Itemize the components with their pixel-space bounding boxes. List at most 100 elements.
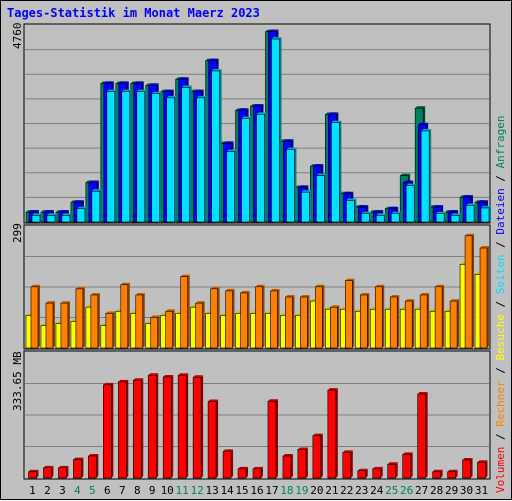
legend-entry-anfragen: Anfragen bbox=[494, 115, 507, 168]
bar-rechner-day-22 bbox=[345, 278, 355, 349]
x-tick-label: 18 bbox=[280, 484, 293, 497]
bar-seiten-day-31 bbox=[480, 205, 492, 223]
bar-rechner-day-3 bbox=[60, 301, 70, 349]
bar-seiten-day-22 bbox=[346, 198, 357, 223]
legend: Volumen / Rechner / Besuche / Seiten / D… bbox=[494, 115, 507, 493]
bar-rechner-day-7 bbox=[120, 282, 130, 349]
legend-separator: / bbox=[494, 427, 507, 447]
bar-seiten-day-29 bbox=[450, 213, 462, 223]
bar-volumen-day-12 bbox=[192, 375, 204, 479]
bar-rechner-day-1 bbox=[30, 284, 40, 349]
x-tick-label: 25 bbox=[385, 484, 398, 497]
bar-volumen-day-25 bbox=[387, 462, 398, 479]
panel-bottom-ymax-label: 333.65 MB bbox=[11, 351, 24, 411]
bar-volumen-day-1 bbox=[28, 469, 39, 479]
bar-rechner-day-25 bbox=[389, 294, 400, 349]
legend-separator: / bbox=[494, 235, 507, 255]
bar-seiten-day-1 bbox=[31, 213, 42, 223]
legend-separator: / bbox=[494, 168, 507, 188]
legend-entry-volumen: Volumen bbox=[494, 447, 507, 493]
x-tick-label: 30 bbox=[460, 484, 473, 497]
x-tick-label: 11 bbox=[176, 484, 189, 497]
panel-top-ymax-label: 4760 bbox=[11, 23, 24, 50]
bar-volumen-day-20 bbox=[312, 433, 323, 479]
bar-seiten-day-23 bbox=[360, 211, 372, 223]
bar-rechner-day-18 bbox=[285, 294, 295, 349]
x-tick-label: 13 bbox=[205, 484, 218, 497]
x-tick-label: 14 bbox=[220, 484, 234, 497]
bar-rechner-day-4 bbox=[75, 286, 85, 349]
x-tick-label: 21 bbox=[325, 484, 338, 497]
bar-volumen-day-31 bbox=[477, 460, 488, 479]
bar-rechner-day-2 bbox=[45, 301, 55, 349]
bar-seiten-day-21 bbox=[331, 120, 342, 223]
legend-entry-seiten: Seiten bbox=[494, 255, 507, 295]
x-tick-label: 3 bbox=[59, 484, 66, 497]
legend-entry-dateien: Dateien bbox=[494, 188, 507, 234]
bar-volumen-day-23 bbox=[357, 468, 368, 479]
bar-volumen-day-5 bbox=[88, 454, 99, 479]
bar-volumen-day-9 bbox=[147, 373, 159, 479]
bar-rechner-day-27 bbox=[419, 292, 430, 349]
bar-seiten-day-27 bbox=[420, 128, 432, 223]
bar-seiten-day-3 bbox=[61, 213, 72, 223]
bar-volumen-day-14 bbox=[222, 449, 234, 479]
bar-volumen-day-30 bbox=[462, 457, 473, 479]
bar-rechner-day-30 bbox=[464, 233, 475, 349]
legend-entry-besuche: Besuche bbox=[494, 314, 507, 360]
bar-rechner-day-21 bbox=[330, 305, 340, 349]
bar-volumen-day-19 bbox=[297, 447, 308, 479]
bar-volumen-day-18 bbox=[282, 454, 293, 479]
bar-rechner-day-24 bbox=[374, 284, 385, 349]
bar-volumen-day-28 bbox=[432, 469, 443, 479]
bar-volumen-day-27 bbox=[417, 392, 428, 479]
x-tick-label: 10 bbox=[161, 484, 174, 497]
x-tick-label: 9 bbox=[149, 484, 156, 497]
x-tick-label: 7 bbox=[119, 484, 126, 497]
bar-seiten-day-28 bbox=[435, 211, 447, 223]
bar-seiten-day-7 bbox=[121, 89, 132, 223]
bar-volumen-day-16 bbox=[252, 466, 263, 479]
bar-seiten-day-11 bbox=[181, 85, 192, 223]
x-tick-label: 26 bbox=[400, 484, 413, 497]
bar-seiten-day-10 bbox=[166, 95, 177, 223]
x-tick-label: 12 bbox=[191, 484, 204, 497]
panel-middle: 299 bbox=[11, 223, 491, 350]
bar-rechner-day-9 bbox=[150, 315, 160, 349]
bar-seiten-day-20 bbox=[316, 173, 327, 223]
x-tick-label: 29 bbox=[445, 484, 458, 497]
bar-volumen-day-15 bbox=[237, 466, 249, 479]
bar-seiten-day-9 bbox=[151, 91, 162, 223]
bar-seiten-day-15 bbox=[241, 116, 252, 223]
bar-volumen-day-24 bbox=[372, 466, 383, 479]
bar-seiten-day-26 bbox=[405, 183, 417, 223]
panel-bottom-gridlines bbox=[25, 383, 489, 447]
x-tick-label: 22 bbox=[340, 484, 353, 497]
bar-rechner-day-31 bbox=[479, 246, 490, 349]
x-tick-label: 16 bbox=[250, 484, 263, 497]
panel-top-bars bbox=[25, 29, 492, 223]
x-tick-label: 23 bbox=[355, 484, 368, 497]
bar-rechner-day-13 bbox=[210, 286, 220, 349]
x-tick-label: 19 bbox=[295, 484, 308, 497]
bar-seiten-day-25 bbox=[390, 211, 402, 223]
x-tick-label: 27 bbox=[415, 484, 428, 497]
bar-rechner-day-26 bbox=[404, 299, 415, 349]
x-tick-label: 8 bbox=[134, 484, 141, 497]
legend-entry-rechner: Rechner bbox=[494, 380, 507, 427]
bar-seiten-day-19 bbox=[301, 190, 312, 223]
bar-volumen-day-3 bbox=[58, 465, 69, 479]
bar-rechner-day-8 bbox=[135, 292, 145, 349]
bar-rechner-day-29 bbox=[449, 299, 460, 349]
bar-rechner-day-5 bbox=[90, 292, 100, 349]
x-tick-label: 15 bbox=[235, 484, 248, 497]
bar-volumen-day-4 bbox=[73, 457, 84, 479]
bar-volumen-day-13 bbox=[207, 399, 219, 479]
bar-rechner-day-17 bbox=[270, 288, 280, 349]
bar-seiten-day-12 bbox=[196, 95, 207, 223]
panel-bottom-bars bbox=[28, 373, 488, 479]
bar-volumen-day-10 bbox=[162, 374, 174, 479]
bar-seiten-day-4 bbox=[76, 206, 87, 223]
bar-volumen-day-26 bbox=[402, 452, 413, 479]
bar-seiten-day-6 bbox=[106, 89, 117, 223]
